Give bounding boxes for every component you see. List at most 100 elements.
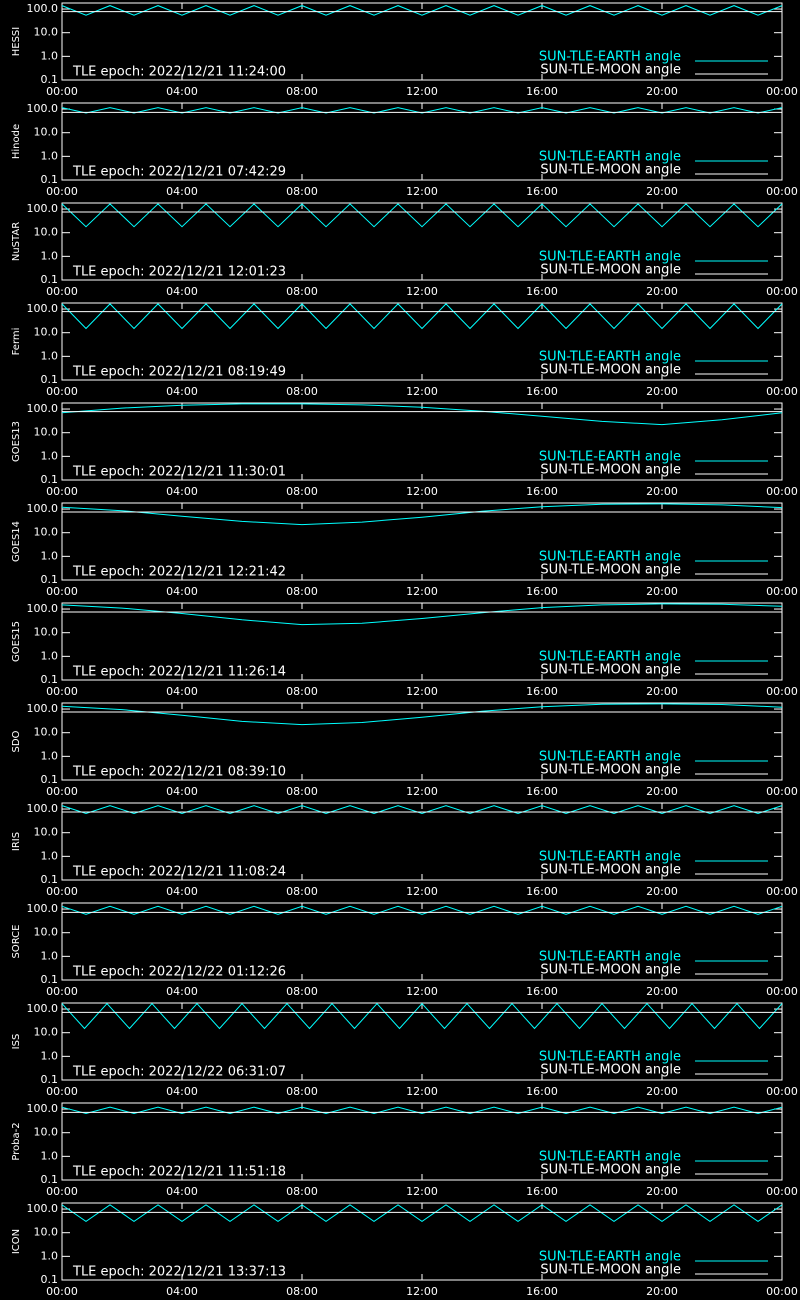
- x-tick-label: 04:00: [166, 285, 198, 298]
- x-tick-label: 08:00: [286, 1185, 318, 1198]
- y-axis-label: SDO: [11, 730, 22, 752]
- x-tick-label: 20:00: [646, 885, 678, 898]
- x-tick-label: 08:00: [286, 1285, 318, 1298]
- x-tick-label: 04:00: [166, 85, 198, 98]
- annotation: TLE epoch: 2022/12/21 13:37:13: [72, 1265, 286, 1280]
- x-tick-label: 04:00: [166, 385, 198, 398]
- panel: Proba-2 0.1 1.0 10.0 100.0 00:00 04:00 08:00 12:…: [11, 1102, 798, 1198]
- x-tick-label: 00:00: [46, 885, 78, 898]
- annotation: TLE epoch: 2022/12/21 12:21:42: [72, 565, 286, 580]
- x-tick-label: 04:00: [166, 185, 198, 198]
- x-tick-label: 12:00: [406, 485, 438, 498]
- legend-label: SUN-TLE-MOON angle: [540, 363, 681, 378]
- x-tick-label: 00:00: [766, 285, 798, 298]
- y-tick-label: 10.0: [34, 26, 59, 39]
- annotation: TLE epoch: 2022/12/21 11:26:14: [72, 665, 286, 680]
- y-axis-label: SORCE: [11, 925, 22, 959]
- x-tick-label: 00:00: [46, 985, 78, 998]
- y-tick-label: 1.0: [41, 1149, 59, 1162]
- y-tick-label: 0.1: [41, 773, 59, 786]
- x-tick-label: 16:00: [526, 585, 558, 598]
- annotation: TLE epoch: 2022/12/21 12:01:23: [72, 265, 286, 280]
- series-line: [61, 503, 783, 526]
- y-tick-label: 100.0: [27, 402, 59, 415]
- y-tick-label: 0.1: [41, 873, 59, 886]
- y-tick-label: 1.0: [41, 449, 59, 462]
- series-line: [61, 1002, 783, 1030]
- series-line: [61, 107, 783, 114]
- y-tick-label: 1.0: [41, 949, 59, 962]
- y-tick-label: 1.0: [41, 549, 59, 562]
- x-tick-label: 20:00: [646, 485, 678, 498]
- y-axis-label: HESSI: [11, 27, 22, 56]
- legend-label: SUN-TLE-MOON angle: [540, 63, 681, 78]
- y-tick-label: 1.0: [41, 349, 59, 362]
- y-tick-label: 10.0: [34, 626, 59, 639]
- y-axis-label: GOES13: [11, 421, 22, 462]
- y-tick-label: 0.1: [41, 1073, 59, 1086]
- x-tick-label: 20:00: [646, 285, 678, 298]
- y-tick-label: 0.1: [41, 673, 59, 686]
- panel: SDO 0.1 1.0 10.0 100.0 00:00 04:00 08:00 12:00 16…: [11, 702, 798, 798]
- panel: ISS 0.1 1.0 10.0 100.0 00:00 04:00 08:00 12:00 16…: [11, 1002, 798, 1098]
- x-tick-label: 00:00: [46, 1085, 78, 1098]
- legend-label: SUN-TLE-MOON angle: [540, 263, 681, 278]
- legend-label: SUN-TLE-MOON angle: [540, 1263, 681, 1278]
- x-tick-label: 20:00: [646, 1185, 678, 1198]
- panel: HESSI 0.1 1.0 10.0 100.0 00:00 04:00 08:00 12:00…: [11, 2, 798, 98]
- x-tick-label: 12:00: [406, 1185, 438, 1198]
- x-tick-label: 12:00: [406, 585, 438, 598]
- y-tick-label: 100.0: [27, 802, 59, 815]
- y-tick-label: 10.0: [34, 226, 59, 239]
- y-tick-label: 0.1: [41, 1273, 59, 1286]
- y-tick-label: 10.0: [34, 326, 59, 339]
- x-tick-label: 00:00: [46, 485, 78, 498]
- x-tick-label: 04:00: [166, 585, 198, 598]
- legend-label: SUN-TLE-EARTH angle: [539, 150, 681, 165]
- panel: SORCE 0.1 1.0 10.0 100.0 00:00 04:00 08:00 12:00…: [11, 902, 798, 998]
- x-tick-label: 16:00: [526, 185, 558, 198]
- series-line: [61, 403, 783, 426]
- y-tick-label: 1.0: [41, 749, 59, 762]
- y-tick-label: 100.0: [27, 1202, 59, 1215]
- panel: Hinode 0.1 1.0 10.0 100.0 00:00 04:00 08:00 12:0…: [11, 102, 798, 198]
- x-tick-label: 12:00: [406, 1085, 438, 1098]
- y-tick-label: 1.0: [41, 649, 59, 662]
- x-tick-label: 20:00: [646, 585, 678, 598]
- x-tick-label: 20:00: [646, 785, 678, 798]
- y-tick-label: 0.1: [41, 373, 59, 386]
- y-tick-label: 10.0: [34, 726, 59, 739]
- y-tick-label: 100.0: [27, 1002, 59, 1015]
- y-tick-label: 1.0: [41, 1249, 59, 1262]
- y-tick-label: 1.0: [41, 1049, 59, 1062]
- x-tick-label: 16:00: [526, 985, 558, 998]
- y-tick-label: 100.0: [27, 702, 59, 715]
- series-line: [61, 203, 783, 228]
- legend-label: SUN-TLE-EARTH angle: [539, 550, 681, 565]
- x-tick-label: 00:00: [766, 385, 798, 398]
- x-tick-label: 04:00: [166, 1285, 198, 1298]
- x-tick-label: 08:00: [286, 85, 318, 98]
- y-tick-label: 100.0: [27, 2, 59, 15]
- x-tick-label: 12:00: [406, 1285, 438, 1298]
- x-tick-label: 08:00: [286, 685, 318, 698]
- x-tick-label: 20:00: [646, 985, 678, 998]
- series-line: [61, 303, 783, 330]
- x-tick-label: 16:00: [526, 85, 558, 98]
- legend-label: SUN-TLE-EARTH angle: [539, 1150, 681, 1165]
- x-tick-label: 00:00: [766, 585, 798, 598]
- x-tick-label: 08:00: [286, 785, 318, 798]
- x-tick-label: 04:00: [166, 1085, 198, 1098]
- x-tick-label: 04:00: [166, 985, 198, 998]
- panel: GOES14 0.1 1.0 10.0 100.0 00:00 04:00 08:00 12:0…: [11, 502, 798, 598]
- x-tick-label: 20:00: [646, 1285, 678, 1298]
- series-line: [61, 905, 783, 915]
- x-tick-label: 16:00: [526, 485, 558, 498]
- y-axis-label: Proba-2: [11, 1122, 22, 1160]
- annotation: TLE epoch: 2022/12/22 01:12:26: [72, 965, 286, 980]
- legend-label: SUN-TLE-MOON angle: [540, 863, 681, 878]
- legend-label: SUN-TLE-MOON angle: [540, 563, 681, 578]
- y-tick-label: 100.0: [27, 902, 59, 915]
- legend-label: SUN-TLE-MOON angle: [540, 1163, 681, 1178]
- x-tick-label: 16:00: [526, 1285, 558, 1298]
